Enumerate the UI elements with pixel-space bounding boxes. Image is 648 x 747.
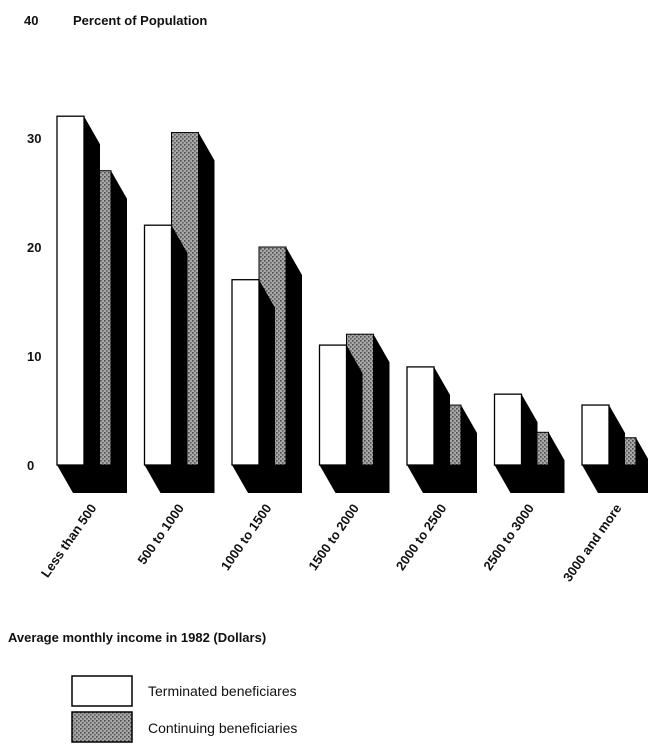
x-tick-label: 1500 to 2000 [305,501,362,573]
legend-swatch-terminated [71,675,133,707]
x-tick-label: 1000 to 1500 [218,501,275,573]
x-axis-tick-labels: Less than 500 500 to 1000 1000 to 1500 1500… [38,501,625,584]
y-tick-label: 30 [27,131,41,146]
x-tick-label: 3000 and more [560,501,625,584]
legend-swatch-continuing [71,711,133,743]
bar-terminated [581,404,610,466]
x-tick-label: 2000 to 2500 [393,501,450,573]
bar-terminated [143,224,173,466]
y-tick-label: 20 [27,240,41,255]
chart-title: Percent of Population [73,13,207,28]
bar-terminated [56,115,85,466]
x-axis-label: Average monthly income in 1982 (Dollars) [8,630,266,645]
y-tick-label: 10 [27,349,41,364]
y-tick-label: 0 [27,458,34,473]
bar-terminated [493,393,523,466]
bar-terminated [406,366,435,466]
bars-group [56,115,648,494]
bar-terminated [231,279,260,466]
legend: Terminated beneficiares Continuing benef… [71,675,297,743]
y-axis-ticks: 0 10 20 30 [27,131,41,473]
bar-terminated [318,344,348,466]
y-tick-label-top: 40 [24,13,38,28]
legend-label-continuing: Continuing beneficiaries [148,720,297,736]
x-tick-label: Less than 500 [38,501,100,580]
x-tick-label: 500 to 1000 [134,501,187,567]
legend-label-terminated: Terminated beneficiares [148,683,297,699]
x-tick-label: 2500 to 3000 [480,501,537,573]
